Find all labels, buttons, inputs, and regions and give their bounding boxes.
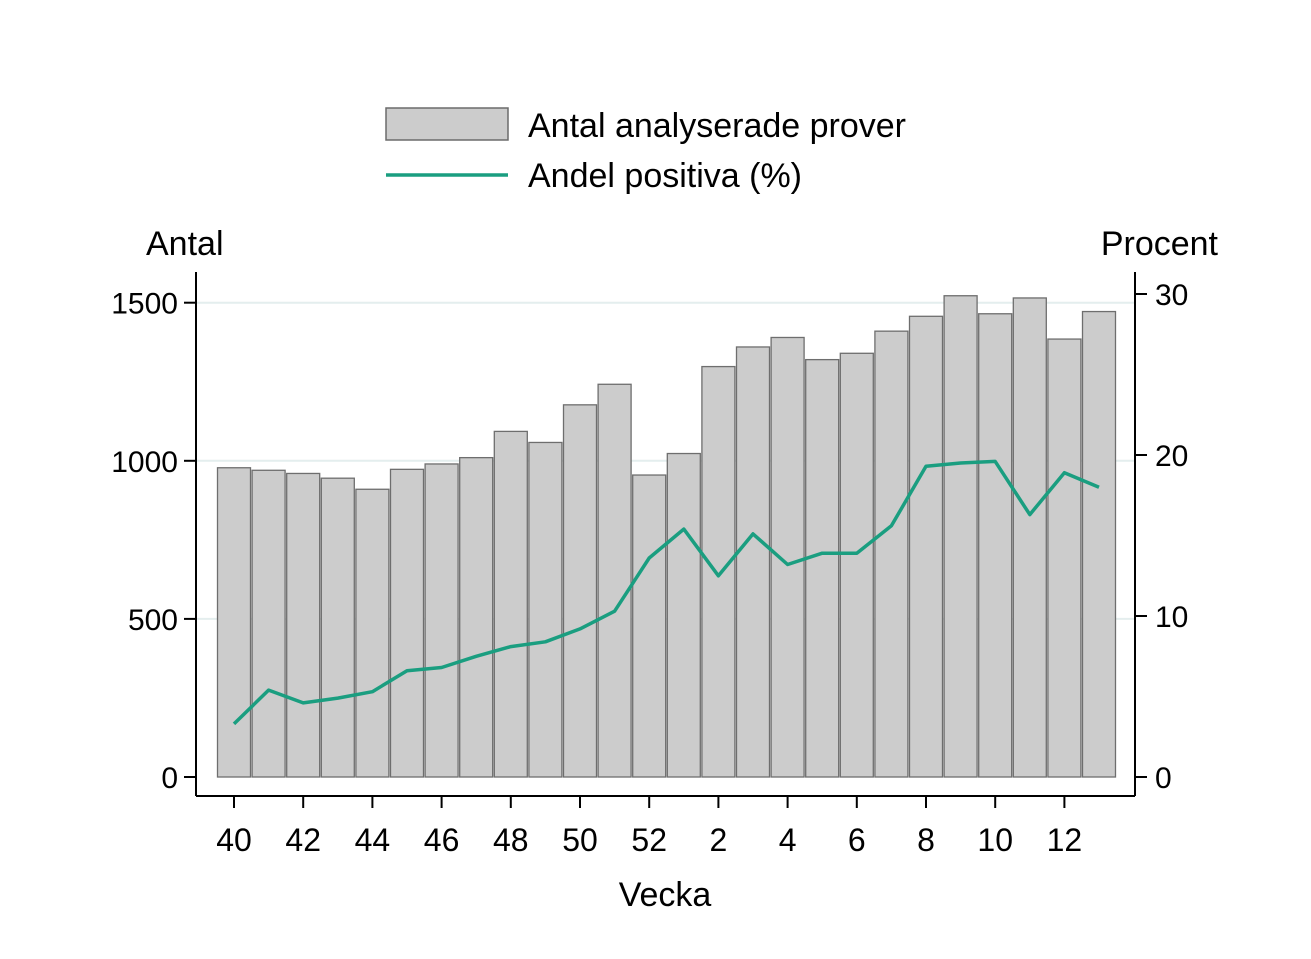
bar-week-12 <box>1081 310 1117 778</box>
y-right-tick-label: 20 <box>1155 440 1188 473</box>
y-left-axis-label: Antal <box>146 225 224 263</box>
bar-week-49 <box>528 441 563 778</box>
x-tick-label: 12 <box>1047 822 1083 858</box>
bar-week-7 <box>908 315 944 778</box>
x-tick-label: 10 <box>977 822 1013 858</box>
bar-week-2 <box>735 346 771 778</box>
bar-week-40 <box>216 467 252 778</box>
bar-week-10 <box>1012 297 1047 778</box>
x-tick-label: 44 <box>355 822 391 858</box>
bar-week-52 <box>632 474 667 778</box>
bar-week-1 <box>701 365 736 778</box>
x-tick-label: 2 <box>710 822 728 858</box>
x-tick-label: 42 <box>285 822 321 858</box>
bar-week-4 <box>805 358 840 778</box>
y-left-tick-label: 1000 <box>111 446 178 479</box>
x-tick-label: 50 <box>562 822 598 858</box>
y-left-tick-label: 0 <box>161 762 178 795</box>
bar-week-44 <box>355 488 390 778</box>
axes <box>184 272 1147 808</box>
x-tick-label: 48 <box>493 822 529 858</box>
bar-week-51 <box>597 383 632 778</box>
x-tick-label: 6 <box>848 822 866 858</box>
x-axis-label: Vecka <box>619 876 712 914</box>
bar-week-41 <box>251 469 286 778</box>
bar-week-48 <box>493 430 528 778</box>
bar-week-45 <box>389 468 425 778</box>
y-left-tick-label: 500 <box>128 604 178 637</box>
bar-week-46 <box>424 463 459 778</box>
bar-week-42 <box>286 472 321 778</box>
y-right-axis-label: Procent <box>1101 225 1219 263</box>
bar-week-53 <box>666 452 701 778</box>
x-tick-label: 52 <box>631 822 667 858</box>
legend-bar-label: Antal analyserade prover <box>528 107 906 145</box>
x-tick-label: 8 <box>917 822 935 858</box>
bar-week-47 <box>459 456 494 778</box>
bar-week-50 <box>562 404 598 778</box>
bar-week-5 <box>839 352 874 778</box>
y-right-tick-label: 30 <box>1155 279 1188 312</box>
bar-week-11 <box>1047 338 1082 778</box>
legend: Antal analyserade prover Andel positiva … <box>385 107 906 195</box>
legend-bar-swatch <box>385 107 509 141</box>
x-tick-label: 46 <box>424 822 460 858</box>
y-right-tick-label: 10 <box>1155 601 1188 634</box>
bar-week-9 <box>978 313 1013 778</box>
bar-week-8 <box>943 295 978 778</box>
bar-week-6 <box>874 330 909 778</box>
legend-line-label: Andel positiva (%) <box>528 157 802 195</box>
x-tick-label: 4 <box>779 822 797 858</box>
x-tick-label: 40 <box>216 822 252 858</box>
bar-series <box>216 295 1117 778</box>
percent-line <box>232 459 1100 726</box>
bar-week-43 <box>320 477 355 778</box>
y-left-tick-label: 1500 <box>111 288 178 321</box>
y-right-tick-label: 0 <box>1155 762 1172 795</box>
bar-week-3 <box>770 336 805 778</box>
